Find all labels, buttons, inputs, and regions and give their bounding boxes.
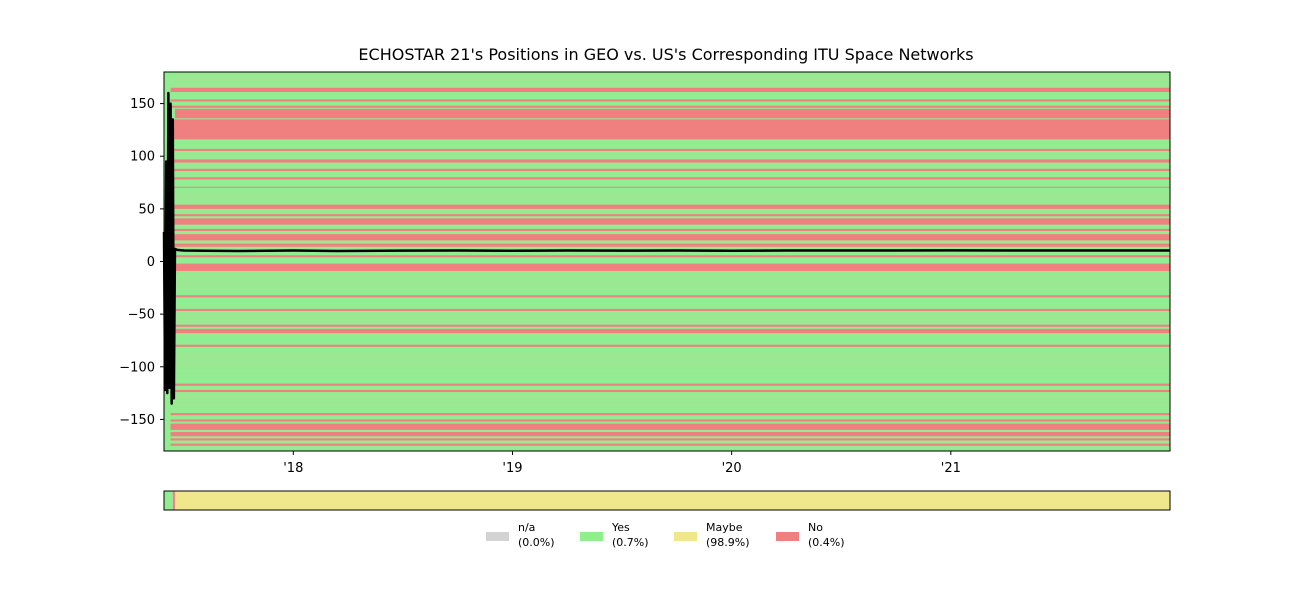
band-no-22 — [170, 344, 1170, 347]
band-no-15 — [170, 243, 1170, 247]
timeline-segment-maybe — [174, 491, 1170, 510]
legend-label: n/a — [518, 521, 535, 534]
band-no-5 — [170, 148, 1170, 151]
main-plot-area: 150 100 50 0 −50 −100 −150 '18 '19 '20 '21 — [119, 71, 1171, 476]
band-no-24 — [170, 389, 1170, 393]
timeline-segment-no — [172, 491, 175, 510]
band-no-17 — [170, 263, 1170, 271]
legend-swatch-no — [776, 532, 799, 541]
x-tick-label: '20 — [722, 461, 742, 476]
band-no-18 — [170, 295, 1170, 298]
band-no-1 — [170, 99, 1170, 102]
band-no-21 — [170, 328, 1170, 334]
band-no-27 — [170, 423, 1170, 430]
band-no-12 — [170, 218, 1170, 225]
status-timeline — [163, 490, 1171, 511]
band-no-3 — [174, 108, 1170, 119]
band-no-13 — [170, 228, 1170, 231]
band-no-19 — [170, 308, 1170, 311]
band-no-25 — [170, 413, 1170, 416]
band-no-0 — [170, 87, 1170, 93]
x-tick-label: '21 — [941, 461, 961, 476]
timeline-frame — [163, 490, 1171, 511]
band-no-4 — [170, 119, 1170, 140]
y-tick-label: 0 — [147, 255, 155, 270]
y-tick-label: −50 — [128, 308, 155, 323]
band-no-2 — [170, 105, 1170, 108]
y-tick-label: 50 — [138, 202, 155, 217]
legend-swatch-na — [486, 532, 509, 541]
band-no-26 — [170, 419, 1170, 422]
legend-label: Maybe — [706, 521, 743, 534]
band-no-8 — [170, 177, 1170, 180]
position-line — [162, 91, 1170, 405]
chart-title: ECHOSTAR 21's Positions in GEO vs. US's … — [358, 45, 973, 64]
legend-swatch-yes — [580, 532, 603, 541]
band-no-10 — [170, 204, 1170, 209]
band-no-28 — [170, 432, 1170, 437]
band-no-6 — [170, 159, 1170, 163]
legend-swatch-maybe — [674, 532, 697, 541]
legend-label: Yes — [611, 521, 630, 534]
y-tick-label: 100 — [130, 150, 155, 165]
band-no-14 — [170, 234, 1170, 241]
band-no-11 — [170, 214, 1170, 217]
band-no-20 — [170, 324, 1170, 327]
legend-percent: (98.9%) — [706, 536, 750, 549]
y-tick-label: −150 — [119, 413, 155, 428]
x-tick-label: '18 — [283, 461, 303, 476]
legend-label: No — [808, 521, 823, 534]
band-no-29 — [170, 438, 1170, 441]
band-no-7 — [170, 168, 1170, 171]
legend-percent: (0.7%) — [612, 536, 649, 549]
y-tick-label: −100 — [119, 360, 155, 375]
x-tick-label: '19 — [502, 461, 522, 476]
band-no-23 — [170, 383, 1170, 386]
band-no-9 — [170, 186, 1170, 188]
legend-percent: (0.0%) — [518, 536, 555, 549]
legend: n/a (0.0%) Yes (0.7%) Maybe (98.9%) No (0.4%) — [486, 521, 845, 549]
y-tick-label: 150 — [130, 97, 155, 112]
band-no-16 — [170, 255, 1170, 258]
band-no-30 — [170, 443, 1170, 446]
legend-percent: (0.4%) — [808, 536, 845, 549]
timeline-segment-yes — [164, 491, 173, 510]
